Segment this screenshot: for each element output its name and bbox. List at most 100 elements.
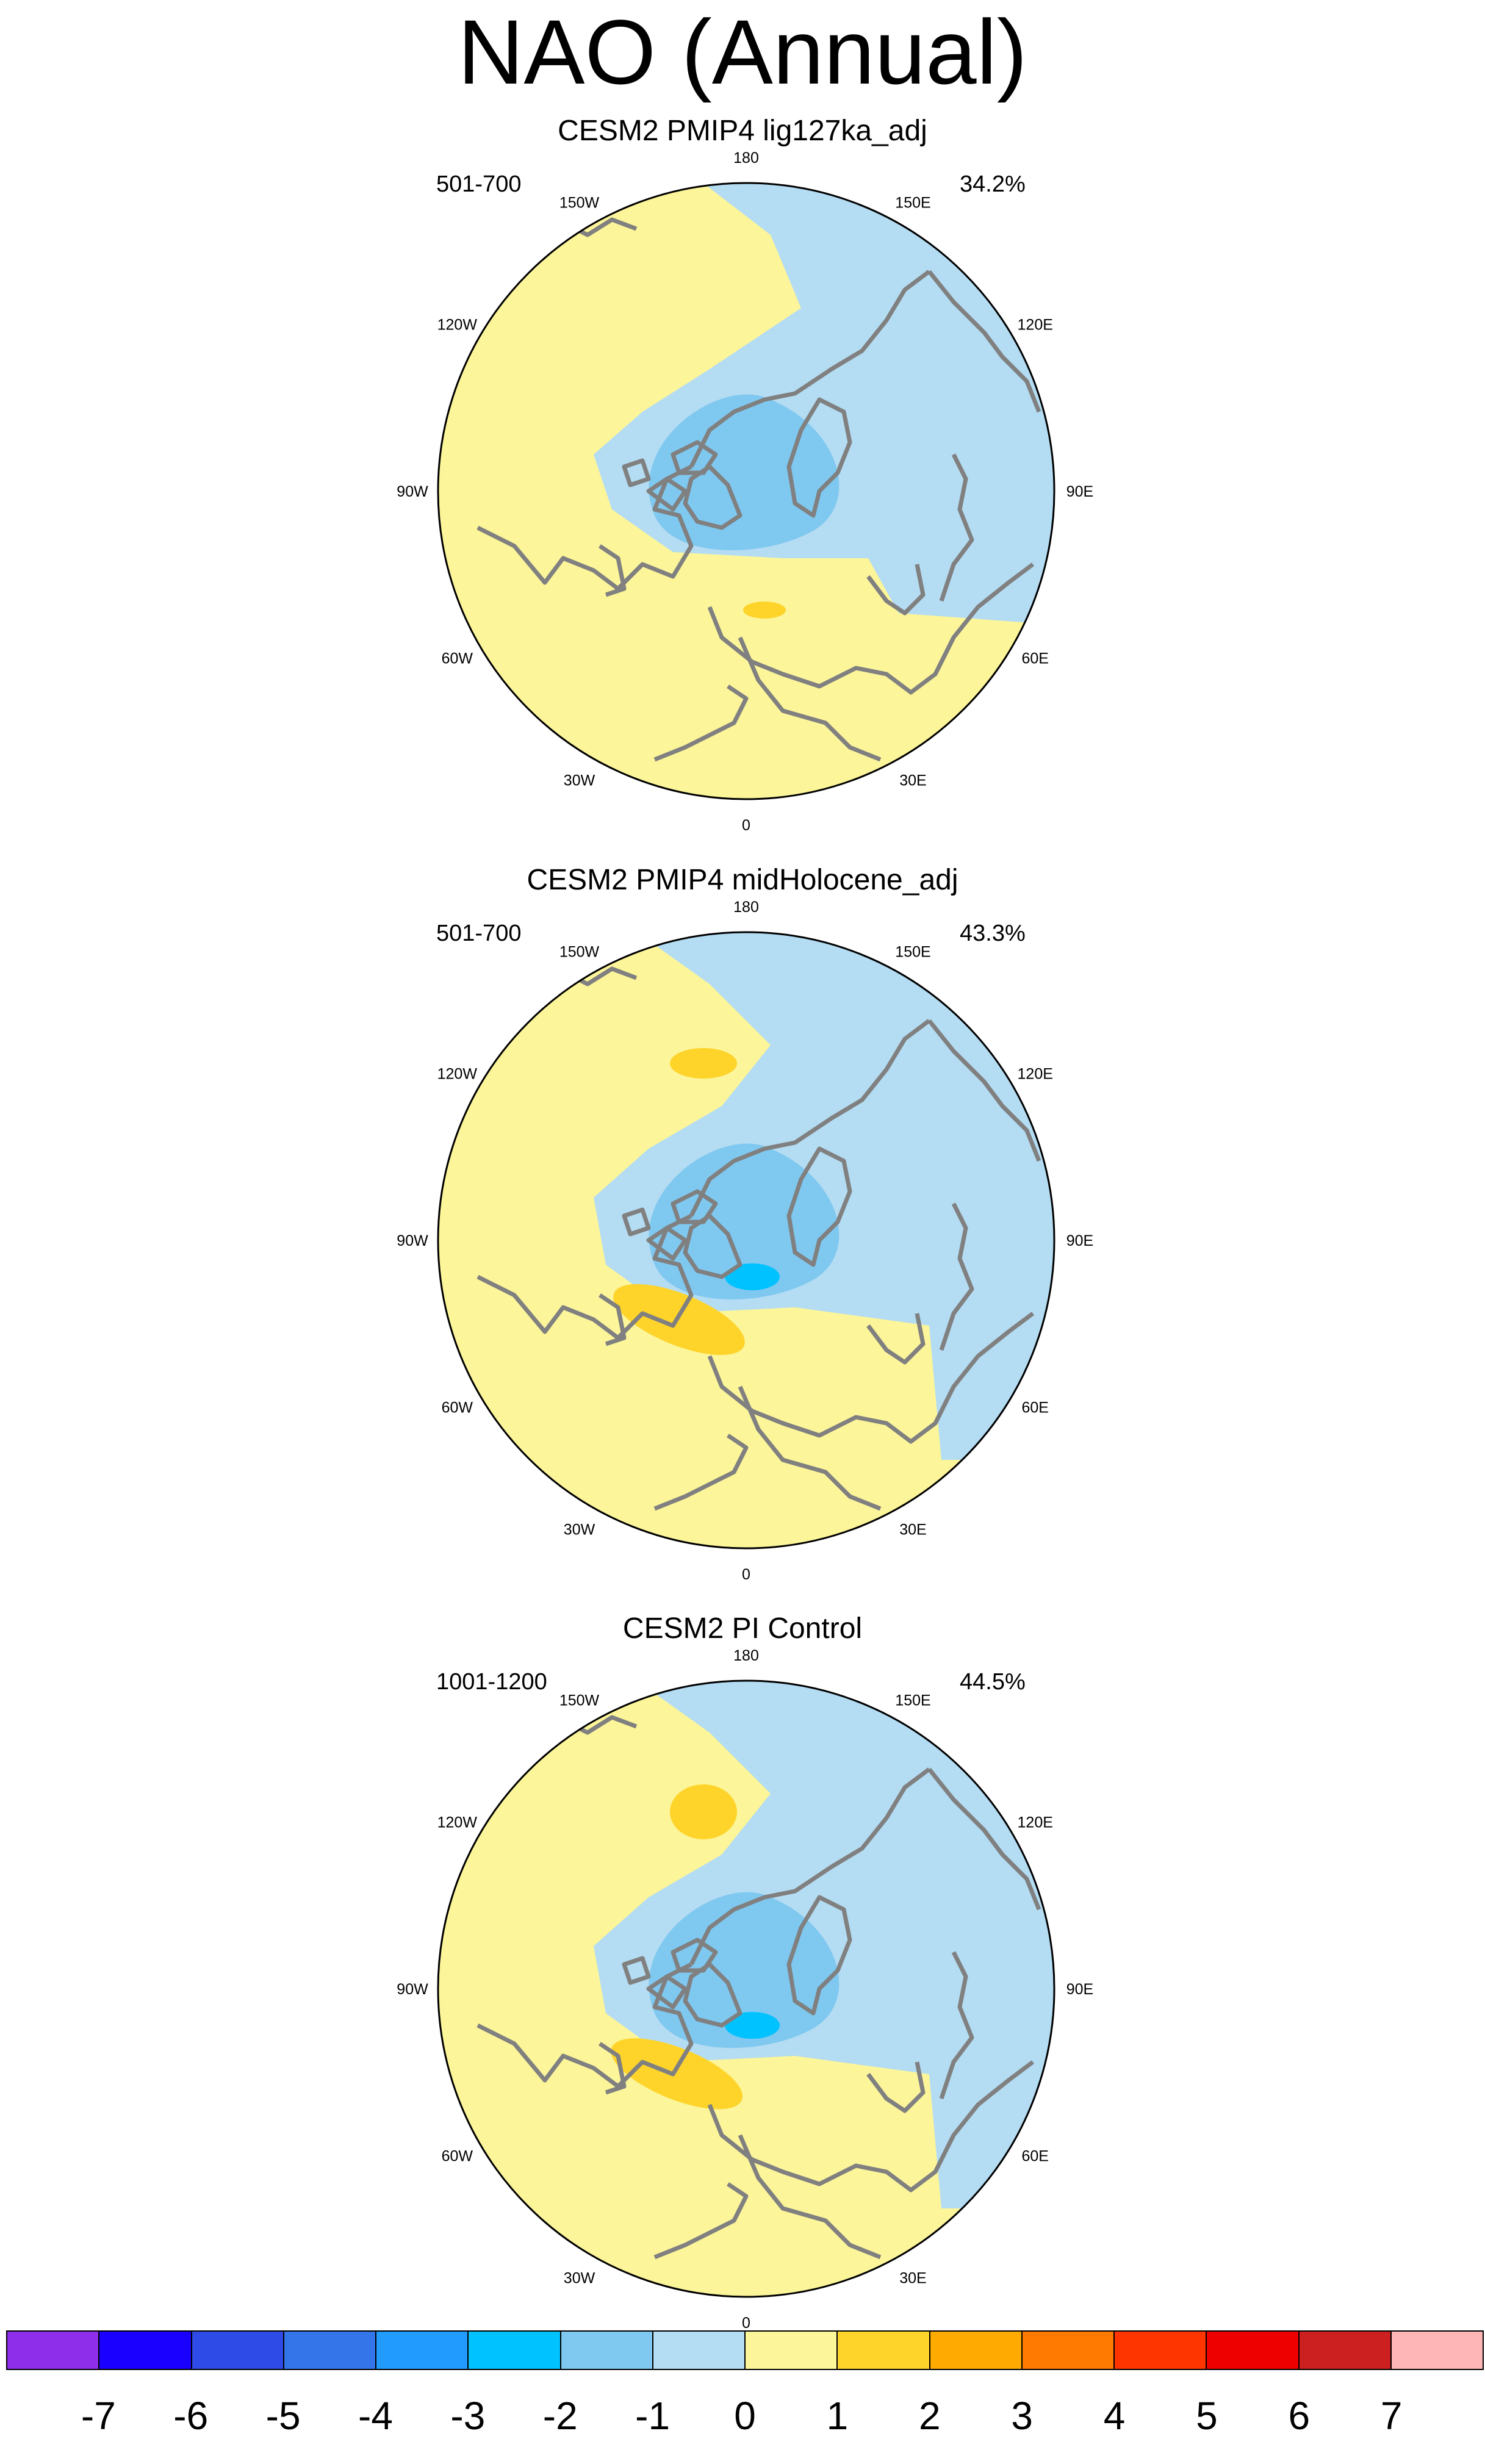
longitude-label: 180	[733, 899, 759, 916]
map-panel-picontrol: CESM2 PI Control 1001-1200 44.5% 180 150E…	[0, 1611, 1485, 2361]
contour-plus-1	[670, 1048, 737, 1079]
longitude-label: 30W	[564, 2270, 595, 2287]
coastline	[689, 1019, 931, 1217]
longitude-label: 0	[742, 1566, 750, 1583]
longitude-label: 120W	[437, 1066, 478, 1083]
colorbar-label: -3	[450, 2394, 486, 2438]
panel-variance: 43.3%	[960, 921, 1026, 946]
longitude-label: 60E	[1021, 2148, 1048, 2165]
figure-title: NAO (Annual)	[458, 1, 1027, 103]
longitude-label: 30W	[564, 772, 595, 789]
longitude-label: 30W	[564, 1521, 595, 1539]
longitude-label: 150E	[895, 194, 930, 211]
longitude-label: 150E	[895, 1692, 930, 1709]
colorbar-label: -2	[542, 2394, 578, 2438]
colorbar-label: -5	[265, 2394, 301, 2438]
contour-plus-1	[611, 2038, 743, 2110]
coastline	[599, 544, 627, 597]
longitude-label: 30E	[899, 2270, 926, 2287]
colorbar-swatch	[469, 2332, 561, 2369]
map-panel-lig127ka: CESM2 PMIP4 lig127ka_adj 501-700 34.2% 1…	[0, 113, 1485, 863]
contour-minus-3	[725, 2012, 780, 2039]
coastline	[622, 1956, 651, 1985]
colorbar-boxes	[6, 2330, 1484, 2370]
longitude-label: 60E	[1021, 1399, 1048, 1417]
longitude-label: 180	[733, 149, 759, 167]
coastline	[683, 1213, 743, 1279]
contour-minus-2	[649, 1892, 840, 2049]
coastline	[476, 1213, 694, 1340]
coastline	[671, 440, 718, 475]
coastline	[599, 1293, 627, 1346]
longitude-label: 60W	[442, 1399, 473, 1417]
coastline	[738, 1385, 882, 1511]
longitude-label: 30E	[899, 772, 926, 789]
colorbar-swatch	[561, 2332, 653, 2369]
longitude-label: 150E	[895, 943, 930, 960]
coastline	[622, 1207, 651, 1237]
longitude-label: 60W	[442, 2148, 473, 2165]
map-border	[437, 931, 1055, 1550]
coastline	[786, 397, 852, 518]
colorbar-swatch	[746, 2332, 838, 2369]
map-border	[437, 1679, 1055, 2298]
longitude-label: 90E	[1066, 1981, 1093, 1998]
colorbar-label: 5	[1196, 2394, 1218, 2438]
colorbar: -7 -6 -5 -4 -3 -2 -1 0 1 2 3 4 5 6 7	[6, 2330, 1484, 2457]
coastline	[646, 1226, 688, 1261]
contour-plus-1	[743, 602, 786, 619]
coastline	[927, 1019, 1041, 1162]
longitude-label: 90E	[1066, 1232, 1093, 1249]
longitude-label: 0	[742, 2315, 750, 2332]
longitude-label: 0	[742, 817, 750, 834]
coastline	[476, 464, 694, 591]
longitude-label: 90W	[397, 483, 428, 500]
coastline	[646, 1974, 688, 2010]
colorbar-swatch	[376, 2332, 469, 2369]
coastline	[927, 1767, 1041, 1911]
coastline	[622, 458, 651, 487]
coastline	[738, 2134, 882, 2260]
longitude-label: 120E	[1018, 1066, 1053, 1083]
colorbar-label: 4	[1103, 2394, 1126, 2438]
longitude-label: 180	[733, 1647, 759, 1664]
coastline	[683, 464, 743, 530]
coastline	[653, 2182, 749, 2260]
coastline	[939, 1202, 974, 1351]
colorbar-swatch	[284, 2332, 376, 2369]
coastline	[689, 270, 931, 468]
colorbar-swatch	[1207, 2332, 1300, 2369]
colorbar-label: -1	[635, 2394, 671, 2438]
colorbar-swatch	[1022, 2332, 1115, 2369]
panel-title: CESM2 PMIP4 lig127ka_adj	[558, 115, 927, 147]
longitude-label: 90W	[397, 1232, 428, 1249]
longitude-label: 120E	[1018, 317, 1053, 334]
longitude-label: 90E	[1066, 483, 1093, 500]
colorbar-swatch	[7, 2332, 100, 2369]
colorbar-label: 3	[1011, 2394, 1033, 2438]
colorbar-label: -6	[173, 2394, 209, 2438]
panel-years: 1001-1200	[436, 1669, 547, 1695]
longitude-label: 150W	[559, 943, 600, 960]
coastline	[671, 1938, 718, 1973]
longitude-label: 120E	[1018, 1814, 1053, 1831]
contour-minus-1	[594, 932, 1054, 1460]
coastline	[689, 1767, 931, 1966]
panel-variance: 44.5%	[960, 1669, 1026, 1695]
panel-years: 501-700	[436, 171, 522, 197]
map-panel-midholocene: CESM2 PMIP4 midHolocene_adj 501-700 43.3…	[0, 862, 1485, 1612]
coastline	[599, 2042, 627, 2095]
coastline	[786, 1146, 852, 1267]
coastline	[866, 564, 926, 616]
coastline	[653, 684, 749, 762]
coastline	[738, 636, 882, 762]
coastline	[786, 1895, 852, 2016]
colorbar-swatch	[1299, 2332, 1392, 2369]
panel-title: CESM2 PMIP4 midHolocene_adj	[527, 864, 958, 896]
colorbar-swatch	[192, 2332, 284, 2369]
contour-minus-2	[649, 1143, 840, 1300]
coastline	[927, 270, 1041, 413]
colorbar-swatch	[1391, 2332, 1483, 2369]
colorbar-label: -4	[358, 2394, 393, 2438]
colorbar-label: 1	[826, 2394, 849, 2438]
